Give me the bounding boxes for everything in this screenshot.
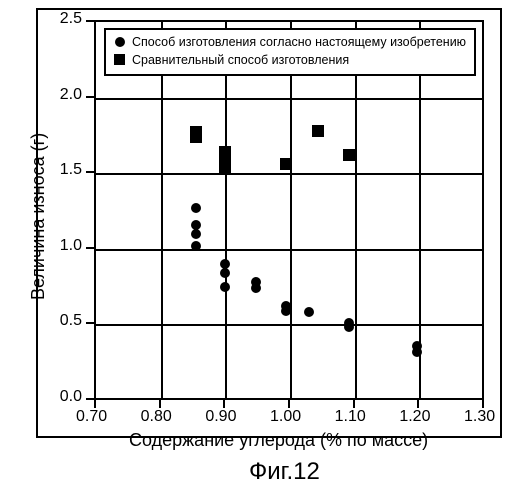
- x-tick-label: 0.90: [205, 408, 236, 426]
- data-point-circle: [191, 203, 201, 213]
- data-point-circle: [191, 229, 201, 239]
- data-point-square: [312, 125, 324, 137]
- x-tick: [288, 400, 290, 408]
- x-tick: [482, 400, 484, 408]
- x-tick-label: 1.10: [335, 408, 366, 426]
- gridline-vertical: [225, 22, 227, 398]
- y-tick-label: 1.0: [54, 237, 82, 255]
- x-tick-label: 0.80: [141, 408, 172, 426]
- legend-label: Способ изготовления согласно настоящему …: [132, 34, 466, 50]
- y-tick: [86, 20, 94, 22]
- legend-marker-circle-icon: [114, 36, 126, 48]
- y-tick: [86, 322, 94, 324]
- gridline-vertical: [290, 22, 292, 398]
- data-point-circle: [220, 268, 230, 278]
- legend-item: Сравнительный способ изготовления: [114, 52, 466, 68]
- chart-legend: Способ изготовления согласно настоящему …: [104, 28, 476, 76]
- data-point-circle: [191, 241, 201, 251]
- y-tick: [86, 171, 94, 173]
- x-tick-label: 1.20: [399, 408, 430, 426]
- gridline-horizontal: [96, 98, 482, 100]
- y-tick-label: 1.5: [54, 161, 82, 179]
- data-point-circle: [304, 307, 314, 317]
- y-axis-title: Величина износа (г): [28, 133, 49, 300]
- x-axis-title: Содержание углерода (% по массе): [129, 430, 428, 451]
- x-tick-label: 0.70: [76, 408, 107, 426]
- x-tick: [94, 400, 96, 408]
- gridline-horizontal: [96, 324, 482, 326]
- legend-item: Способ изготовления согласно настоящему …: [114, 34, 466, 50]
- x-tick: [353, 400, 355, 408]
- y-tick-label: 2.0: [54, 86, 82, 104]
- x-tick-label: 1.30: [464, 408, 495, 426]
- data-point-circle: [251, 283, 261, 293]
- legend-marker-square-icon: [114, 54, 126, 66]
- y-tick-label: 0.0: [54, 388, 82, 406]
- gridline-vertical: [161, 22, 163, 398]
- data-point-square: [190, 131, 202, 143]
- y-tick: [86, 398, 94, 400]
- data-point-square: [219, 163, 231, 175]
- x-tick: [417, 400, 419, 408]
- data-point-circle: [412, 347, 422, 357]
- gridline-horizontal: [96, 173, 482, 175]
- gridline-horizontal: [96, 249, 482, 251]
- data-point-circle: [344, 322, 354, 332]
- figure-caption: Фиг.12: [249, 458, 320, 486]
- y-tick-label: 2.5: [54, 10, 82, 28]
- data-point-circle: [281, 306, 291, 316]
- chart-plot-area: [94, 20, 484, 400]
- y-tick-label: 0.5: [54, 312, 82, 330]
- y-tick: [86, 247, 94, 249]
- data-point-square: [343, 149, 355, 161]
- y-tick: [86, 96, 94, 98]
- data-point-square: [280, 158, 292, 170]
- data-point-circle: [220, 282, 230, 292]
- x-tick: [159, 400, 161, 408]
- x-tick-label: 1.00: [270, 408, 301, 426]
- gridline-vertical: [355, 22, 357, 398]
- legend-label: Сравнительный способ изготовления: [132, 52, 349, 68]
- x-tick: [223, 400, 225, 408]
